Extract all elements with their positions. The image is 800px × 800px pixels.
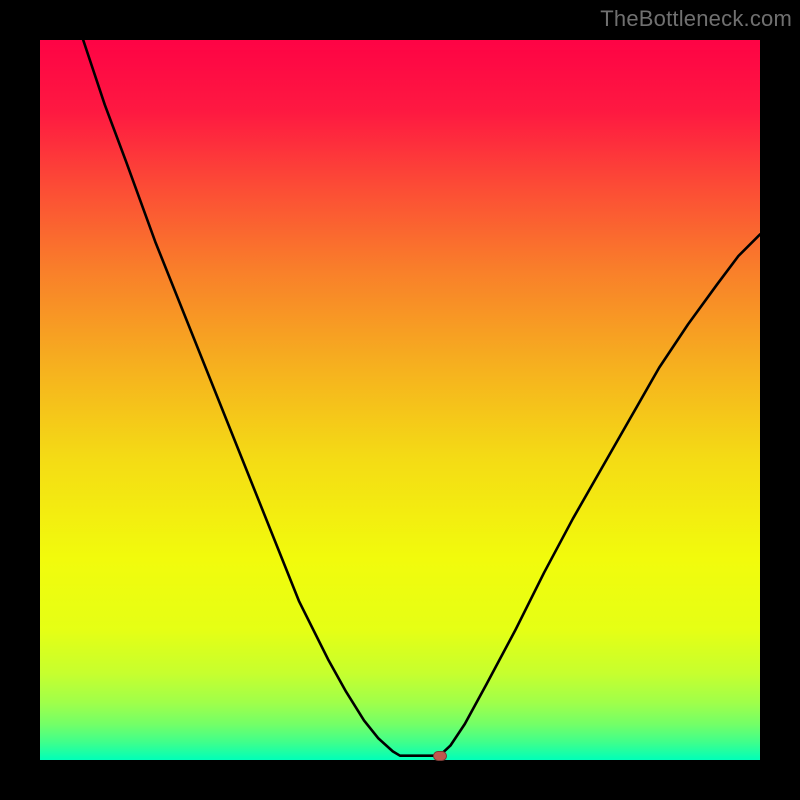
gradient-background	[40, 40, 760, 760]
plot-area	[40, 40, 760, 760]
gradient-chart	[40, 40, 760, 760]
chart-frame: TheBottleneck.com	[0, 0, 800, 800]
bottleneck-marker	[433, 751, 447, 761]
watermark-label: TheBottleneck.com	[600, 6, 792, 32]
